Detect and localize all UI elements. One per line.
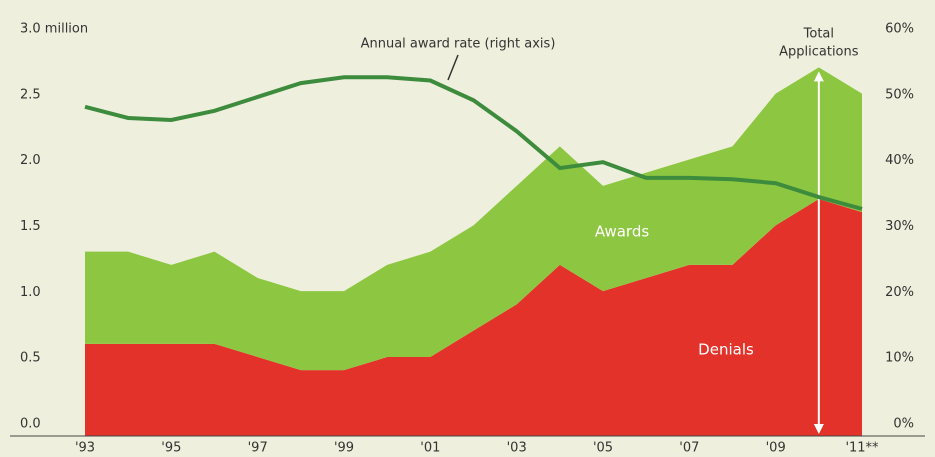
- arrow-head: [813, 424, 824, 434]
- y-tick-label: 1.0: [20, 285, 41, 300]
- annotation: Total: [803, 27, 834, 42]
- y-tick-label: 0.0: [20, 417, 41, 432]
- y2-tick-label: 60%: [885, 22, 914, 37]
- x-tick-label: '95: [161, 441, 181, 456]
- x-tick-label: '05: [593, 441, 613, 456]
- line: [84, 75, 863, 211]
- x-tick-label: '97: [248, 441, 268, 456]
- series-label: Denials: [698, 341, 754, 359]
- x-tick-label: '09: [766, 441, 786, 456]
- y2-tick-label: 0%: [893, 417, 914, 432]
- y-tick-label: 2.0: [20, 153, 41, 168]
- y2-tick-label: 10%: [885, 351, 914, 366]
- annotation: Applications: [779, 45, 859, 60]
- x-tick-label: '93: [75, 441, 95, 456]
- series-label: Awards: [595, 223, 650, 241]
- x-tick-label: '07: [679, 441, 699, 456]
- area: [85, 199, 862, 436]
- x-tick-label: '11**: [845, 441, 879, 456]
- y-tick-label: 3.0 million: [20, 22, 88, 37]
- y2-tick-label: 50%: [885, 87, 914, 102]
- y2-tick-label: 30%: [885, 219, 914, 234]
- y-tick-label: 0.5: [20, 351, 41, 366]
- y-tick-label: 1.5: [20, 219, 41, 234]
- x-tick-label: '01: [420, 441, 440, 456]
- x-tick-label: '03: [507, 441, 527, 456]
- y-tick-label: 2.5: [20, 87, 41, 102]
- y2-tick-label: 20%: [885, 285, 914, 300]
- area: [85, 67, 862, 371]
- series-label: Annual award rate (right axis): [361, 37, 556, 52]
- arrow-head: [813, 71, 824, 82]
- leader-line: [447, 54, 459, 81]
- x-tick-label: '99: [334, 441, 354, 456]
- y2-tick-label: 40%: [885, 153, 914, 168]
